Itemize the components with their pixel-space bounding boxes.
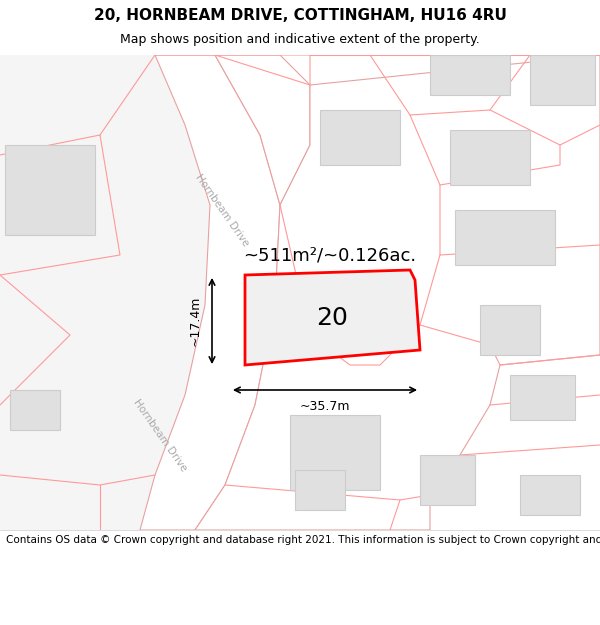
Text: ~17.4m: ~17.4m (188, 296, 202, 346)
Bar (530, 55, 595, 105)
Polygon shape (140, 55, 280, 530)
Bar (5, 145, 95, 235)
Text: Map shows position and indicative extent of the property.: Map shows position and indicative extent… (120, 33, 480, 46)
Polygon shape (195, 55, 600, 530)
Polygon shape (0, 55, 210, 530)
Bar (480, 305, 540, 355)
Bar (280, 290, 390, 350)
Bar (450, 130, 530, 185)
Bar (10, 390, 60, 430)
Bar (290, 415, 380, 490)
Bar (420, 455, 475, 505)
Bar (430, 55, 510, 95)
Bar (520, 475, 580, 515)
Text: ~511m²/~0.126ac.: ~511m²/~0.126ac. (244, 246, 416, 264)
Bar (295, 470, 345, 510)
Bar (320, 110, 400, 165)
Text: 20, HORNBEAM DRIVE, COTTINGHAM, HU16 4RU: 20, HORNBEAM DRIVE, COTTINGHAM, HU16 4RU (94, 8, 506, 23)
Polygon shape (245, 270, 420, 365)
Text: Contains OS data © Crown copyright and database right 2021. This information is : Contains OS data © Crown copyright and d… (6, 535, 600, 545)
Bar (510, 375, 575, 420)
Text: ~35.7m: ~35.7m (300, 401, 350, 414)
Text: Hornbeam Drive: Hornbeam Drive (193, 172, 251, 248)
Polygon shape (215, 55, 310, 205)
Text: 20: 20 (316, 306, 348, 330)
Text: Hornbeam Drive: Hornbeam Drive (131, 397, 188, 473)
Bar (455, 210, 555, 265)
